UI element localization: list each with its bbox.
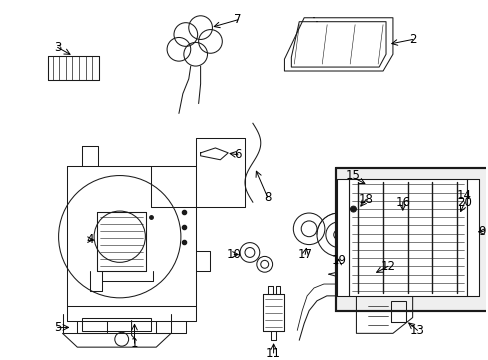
Bar [390, 301, 405, 323]
Text: 1: 1 [130, 337, 138, 350]
Bar [336, 180, 348, 296]
Text: 16: 16 [394, 196, 409, 209]
Text: 10: 10 [226, 248, 241, 261]
Bar [82, 318, 151, 331]
Circle shape [350, 206, 356, 212]
Text: 3: 3 [54, 41, 61, 54]
Bar [348, 180, 466, 296]
Bar [48, 56, 99, 80]
Text: 13: 13 [409, 324, 424, 337]
Text: 17: 17 [297, 248, 312, 261]
Bar [336, 180, 348, 296]
Bar [335, 168, 488, 311]
Text: 19: 19 [330, 254, 346, 267]
Text: 9: 9 [477, 225, 485, 238]
Bar [262, 294, 284, 331]
Text: 2: 2 [408, 33, 416, 46]
Text: 15: 15 [345, 169, 360, 182]
Bar [97, 212, 146, 271]
Bar [390, 301, 405, 323]
Text: 11: 11 [265, 347, 281, 360]
Text: 6: 6 [234, 148, 242, 161]
Bar [335, 168, 488, 311]
Text: 4: 4 [86, 233, 94, 246]
Text: 12: 12 [380, 260, 395, 273]
Text: 14: 14 [456, 189, 471, 202]
Text: 18: 18 [358, 193, 373, 206]
Bar [262, 294, 284, 331]
Bar [48, 56, 99, 80]
Bar [466, 180, 478, 296]
Bar [348, 180, 466, 296]
Text: 7: 7 [234, 13, 242, 26]
Text: 20: 20 [457, 196, 471, 209]
Text: 5: 5 [54, 321, 61, 334]
Bar [97, 212, 146, 271]
Text: 8: 8 [264, 191, 271, 204]
Bar [466, 180, 478, 296]
